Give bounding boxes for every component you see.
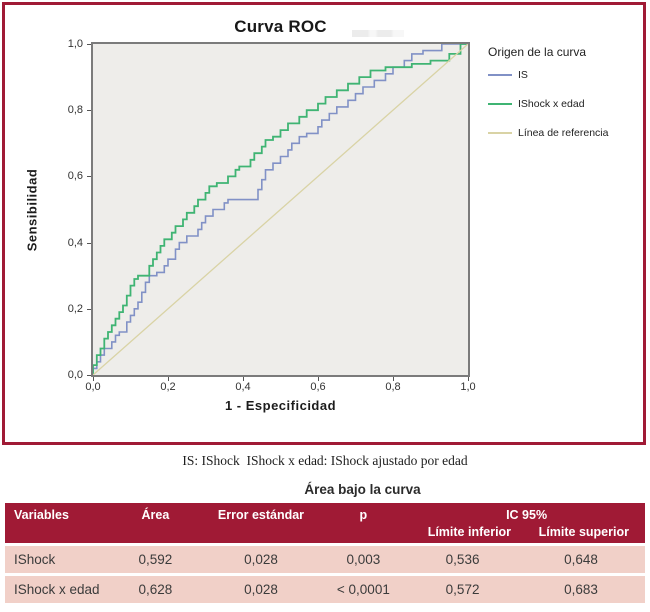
roc-curves-svg: [93, 44, 468, 375]
table-row: IShock x edad 0,628 0,028 < 0,0001 0,572 0,68…: [5, 576, 645, 603]
legend-item-is: IS: [488, 69, 638, 81]
cell-value: 0,572: [408, 576, 517, 603]
table-row: IShock 0,592 0,028 0,003 0,536 0,648: [5, 546, 645, 573]
y-tick-label: 0,8: [67, 104, 83, 117]
legend-label: IS: [518, 69, 528, 81]
legend-items: IS IShock x edad Línea de referencia: [488, 69, 638, 139]
roc-figure-frame: Curva ROC 0,0 0,2 0,4 0,6 0,8 1,0 0,0 0,2 0,4 0,6…: [2, 2, 646, 445]
figure-caption: IS: IShock IShock x edad: IShock ajustad…: [182, 453, 468, 468]
x-tick-mark: [393, 377, 394, 381]
curve-ishock-x-edad: [93, 44, 468, 375]
x-tick-label: 0,8: [385, 381, 401, 393]
auc-table-header: Variables Área Error estándar p IC 95% L…: [5, 503, 645, 543]
x-tick-label: 0,6: [310, 381, 326, 393]
cell-value: 0,592: [107, 546, 204, 573]
header-p: p: [318, 503, 409, 543]
legend-label: IShock x edad: [518, 98, 585, 110]
y-tick-mark: [87, 242, 91, 244]
cell-value: 0,683: [516, 576, 645, 603]
header-area: Área: [107, 503, 204, 543]
x-tick-mark: [93, 377, 94, 381]
redacted-smudge: [352, 30, 404, 37]
x-tick-mark: [168, 377, 169, 381]
y-tick-mark: [87, 44, 91, 45]
cell-variable: IShock: [5, 546, 108, 573]
x-axis-label: 1 - Especificidad: [224, 398, 337, 413]
legend-item-línea-de-referencia: Línea de referencia: [488, 127, 638, 139]
x-tick-mark: [318, 377, 319, 381]
x-tick-mark: [468, 377, 469, 381]
y-axis-label: Sensibilidad: [24, 168, 40, 252]
cell-value: 0,028: [203, 576, 319, 603]
auc-table: Variables Área Error estándar p IC 95% L…: [5, 500, 645, 606]
curve-is: [93, 44, 468, 375]
cell-value: 0,536: [408, 546, 517, 573]
y-tick-label: 0,2: [67, 302, 83, 315]
x-tick-label: 0,2: [160, 381, 176, 393]
header-variables: Variables: [5, 503, 108, 543]
cell-value: 0,003: [318, 546, 409, 573]
x-tick-mark: [243, 377, 244, 381]
legend-swatch: [488, 103, 512, 105]
chart-title: Curva ROC: [234, 17, 327, 36]
header-error-estandar: Error estándar: [203, 503, 319, 543]
header-ic95-label: IC 95%: [506, 508, 548, 522]
legend-title: Origen de la curva: [488, 45, 587, 59]
cell-variable: IShock x edad: [5, 576, 108, 603]
y-tick-mark: [87, 176, 91, 178]
y-tick-label: 0,4: [67, 236, 83, 249]
plot-area: [91, 42, 470, 377]
cell-value: 0,028: [203, 546, 319, 573]
y-tick-mark: [87, 308, 91, 310]
x-tick-label: 0,0: [85, 381, 101, 393]
cell-value: 0,628: [107, 576, 204, 603]
cell-value: 0,648: [516, 546, 645, 573]
legend-swatch: [488, 74, 512, 76]
header-limite-superior: Límite superior: [538, 525, 629, 539]
x-tick-label: 0,4: [235, 381, 251, 393]
header-ic95: IC 95% Límite inferior Límite superior: [408, 503, 645, 543]
table-title: Área bajo la curva: [304, 482, 421, 497]
y-tick-label: 1,0: [67, 38, 83, 50]
legend-swatch: [488, 132, 512, 134]
x-tick-label: 1,0: [460, 381, 476, 393]
curve-línea-de-referencia: [93, 44, 468, 375]
y-tick-label: 0,6: [67, 170, 83, 183]
legend: Origen de la curva IS IShock x edad Línea …: [488, 45, 638, 156]
y-tick-label: 0,0: [67, 369, 83, 381]
legend-label: Línea de referencia: [518, 127, 609, 139]
roc-chart: Curva ROC 0,0 0,2 0,4 0,6 0,8 1,0 0,0 0,2 0,4 0,6…: [5, 5, 643, 442]
y-tick-mark: [87, 375, 91, 376]
legend-item-ishock-x-edad: IShock x edad: [488, 98, 638, 110]
y-tick-mark: [87, 110, 91, 112]
cell-value: < 0,0001: [318, 576, 409, 603]
header-limite-inferior: Límite inferior: [427, 525, 512, 539]
